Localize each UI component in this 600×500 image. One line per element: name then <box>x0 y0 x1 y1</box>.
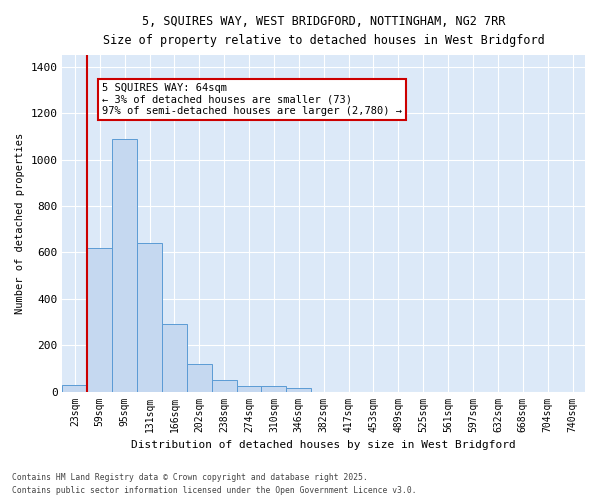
Text: 5 SQUIRES WAY: 64sqm
← 3% of detached houses are smaller (73)
97% of semi-detach: 5 SQUIRES WAY: 64sqm ← 3% of detached ho… <box>102 83 402 116</box>
Bar <box>286 388 311 392</box>
Bar <box>62 384 88 392</box>
Title: 5, SQUIRES WAY, WEST BRIDGFORD, NOTTINGHAM, NG2 7RR
Size of property relative to: 5, SQUIRES WAY, WEST BRIDGFORD, NOTTINGH… <box>103 15 545 47</box>
Y-axis label: Number of detached properties: Number of detached properties <box>15 132 25 314</box>
Bar <box>162 324 187 392</box>
Bar <box>187 364 212 392</box>
Bar <box>262 386 286 392</box>
Bar <box>236 386 262 392</box>
X-axis label: Distribution of detached houses by size in West Bridgford: Distribution of detached houses by size … <box>131 440 516 450</box>
Text: Contains HM Land Registry data © Crown copyright and database right 2025.
Contai: Contains HM Land Registry data © Crown c… <box>12 474 416 495</box>
Bar <box>88 248 112 392</box>
Bar <box>137 243 162 392</box>
Bar <box>112 138 137 392</box>
Bar <box>212 380 236 392</box>
